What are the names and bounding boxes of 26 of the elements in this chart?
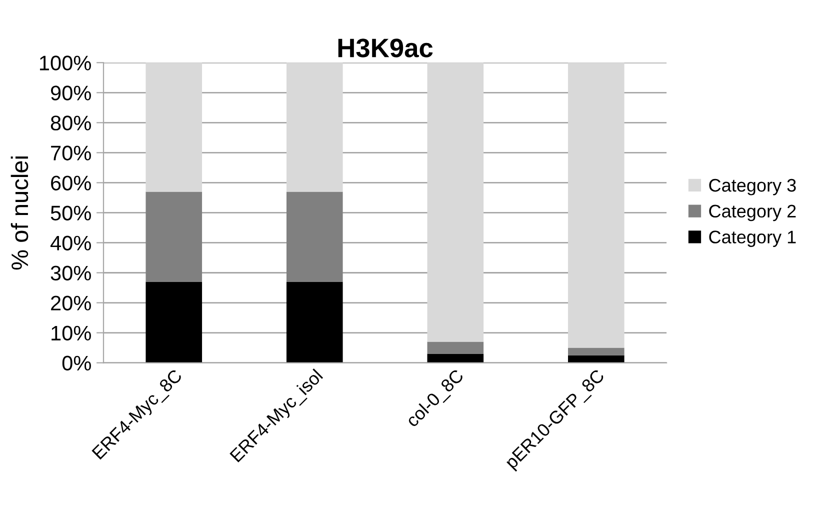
- y-tick-label: 50%: [50, 206, 91, 220]
- bar: [286, 192, 343, 282]
- bar: [568, 348, 624, 356]
- bar: [427, 342, 484, 354]
- bar: [146, 62, 202, 192]
- legend-label: Category 3: [709, 178, 796, 196]
- y-axis-title: % of nuclei: [10, 156, 28, 270]
- y-tick-label: 40%: [50, 236, 91, 250]
- chart-title: H3K9ac: [338, 38, 433, 58]
- y-tick-label: 30%: [50, 266, 91, 280]
- bar: [146, 192, 202, 282]
- y-tick-label: 20%: [51, 296, 91, 311]
- y-tick-label: 90%: [50, 86, 91, 100]
- bar: [568, 62, 624, 348]
- legend-label: Category 2: [709, 204, 796, 222]
- y-tick-label: 60%: [51, 176, 91, 190]
- y-tick-label: 70%: [51, 146, 91, 160]
- legend-label: Category 1: [709, 230, 796, 247]
- bar: [146, 282, 202, 363]
- bar: [286, 282, 343, 363]
- y-tick-label: 100%: [40, 56, 91, 70]
- y-tick-label: 80%: [50, 116, 91, 130]
- y-tick-label: 10%: [52, 326, 91, 341]
- bar: [286, 62, 343, 192]
- bar: [427, 62, 484, 342]
- y-tick-label: 0%: [62, 356, 91, 371]
